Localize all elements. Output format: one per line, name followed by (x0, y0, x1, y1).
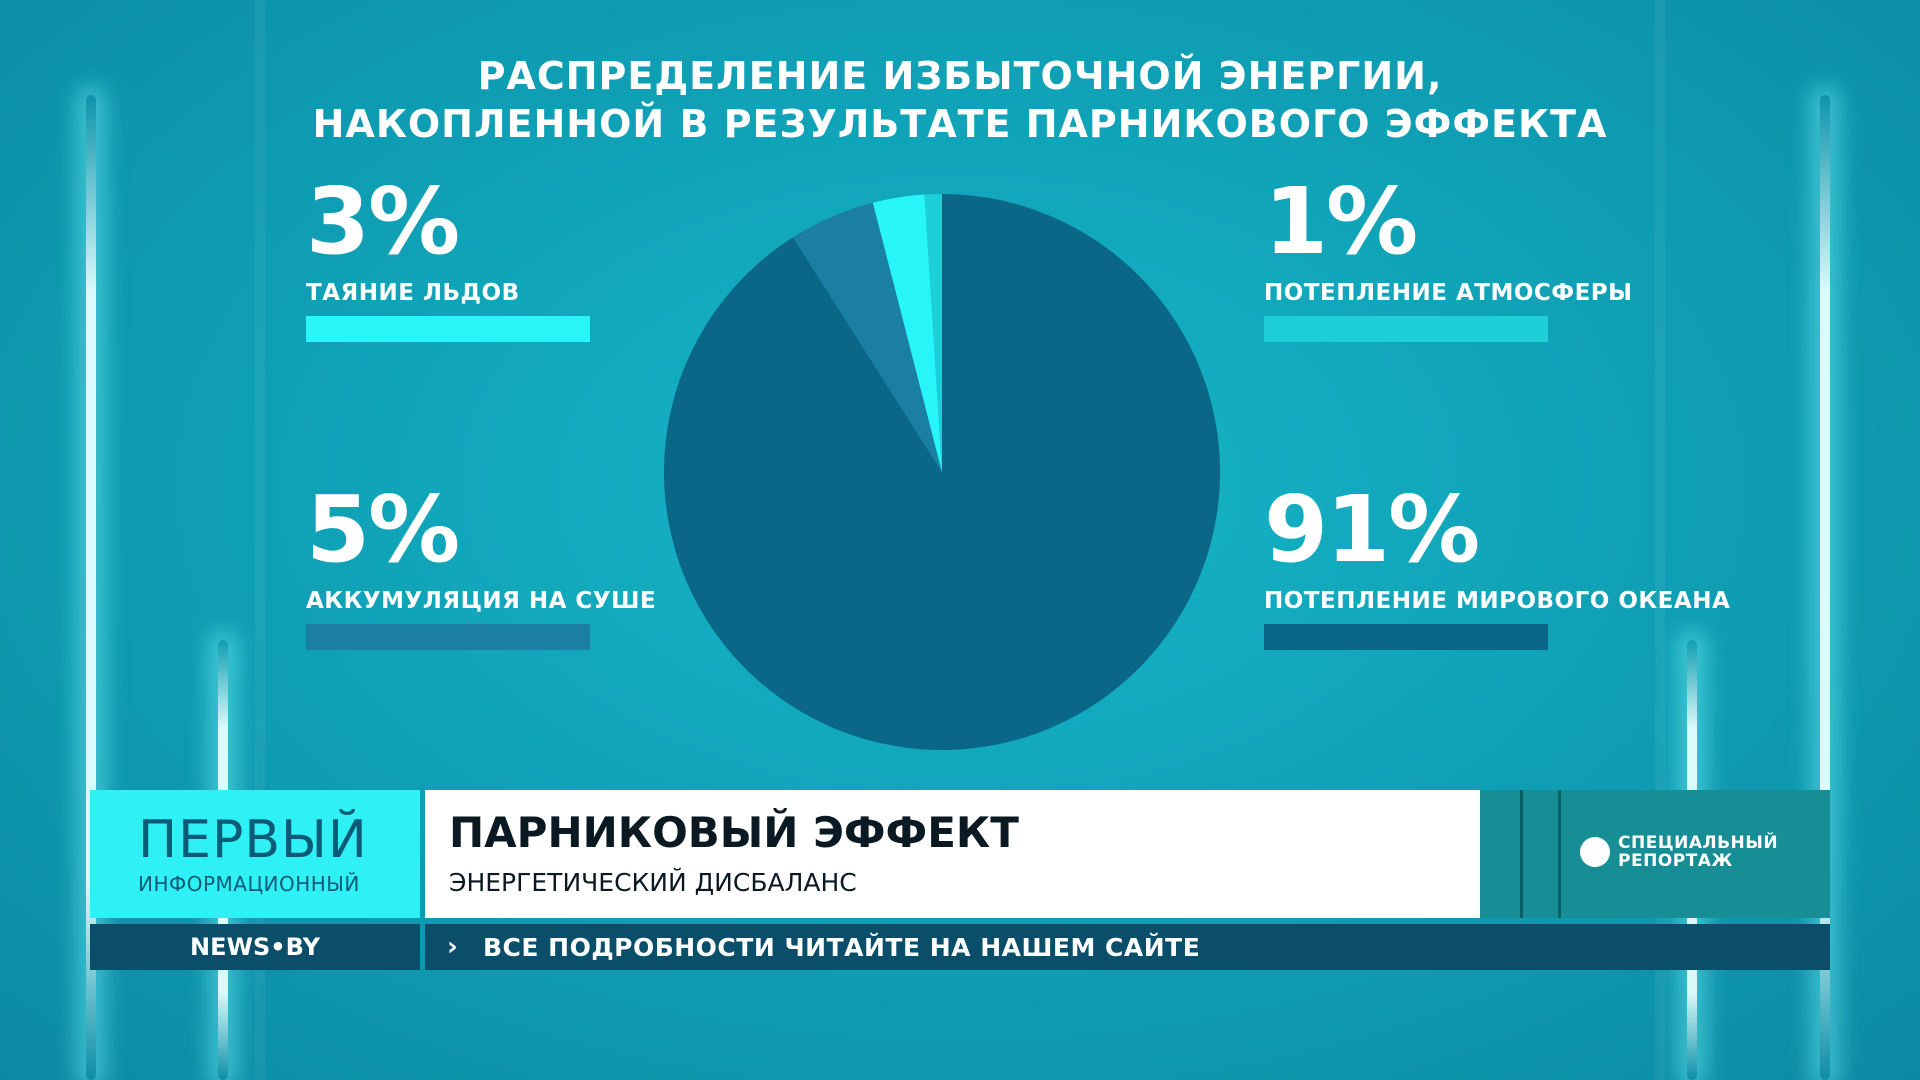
badge-line-2: РЕПОРТАЖ (1618, 851, 1733, 871)
badge-panel: СПЕЦИАЛЬНЫЙ РЕПОРТАЖ (1480, 790, 1830, 918)
badge-stripe-2 (1558, 790, 1561, 918)
chart-title-line-1: РАСПРЕДЕЛЕНИЕ ИЗБЫТОЧНОЙ ЭНЕРГИИ, (477, 54, 1443, 98)
chart-title-line-2: НАКОПЛЕННОЙ В РЕЗУЛЬТАТЕ ПАРНИКОВОГО ЭФФ… (312, 102, 1608, 146)
background-band-right (1655, 0, 1665, 1080)
legend-item-land: 5% АККУМУЛЯЦИЯ НА СУШЕ (306, 484, 656, 650)
channel-logo: ПЕРВЫЙ ИНФОРМАЦИОННЫЙ (90, 790, 420, 918)
record-dot-icon (1580, 837, 1610, 867)
legend-label-atmosphere: ПОТЕПЛЕНИЕ АТМОСФЕРЫ (1264, 280, 1633, 306)
ticker: › ВСЕ ПОДРОБНОСТИ ЧИТАЙТЕ НА НАШЕМ САЙТЕ (425, 924, 1830, 970)
legend-label-ocean: ПОТЕПЛЕНИЕ МИРОВОГО ОКЕАНА (1264, 588, 1731, 614)
legend-swatch-ocean (1264, 624, 1548, 650)
badge-line-1: СПЕЦИАЛЬНЫЙ (1618, 833, 1779, 853)
background-band-left (255, 0, 265, 1080)
pie-slice-land (793, 202, 942, 472)
headline-panel: ПАРНИКОВЫЙ ЭФФЕКТ ЭНЕРГЕТИЧЕСКИЙ ДИСБАЛА… (425, 790, 1480, 918)
channel-logo-main: ПЕРВЫЙ (138, 810, 368, 870)
legend-pct-land: 5% (306, 476, 460, 583)
legend-item-ice: 3% ТАЯНИЕ ЛЬДОВ (306, 176, 590, 342)
pie-slice-atmosphere (924, 194, 942, 472)
ticker-text: ВСЕ ПОДРОБНОСТИ ЧИТАЙТЕ НА НАШЕМ САЙТЕ (483, 933, 1201, 962)
subheadline: ЭНЕРГЕТИЧЕСКИЙ ДИСБАЛАНС (449, 868, 857, 897)
legend-pct-ocean: 91% (1264, 476, 1480, 583)
headline: ПАРНИКОВЫЙ ЭФФЕКТ (449, 808, 1019, 857)
site-name: NEWS•BY (190, 933, 320, 961)
legend-swatch-land (306, 624, 590, 650)
legend-swatch-ice (306, 316, 590, 342)
legend-item-atmosphere: 1% ПОТЕПЛЕНИЕ АТМОСФЕРЫ (1264, 176, 1633, 342)
light-tube-left-1 (86, 95, 96, 1080)
chevron-right-icon: › (447, 932, 458, 962)
legend-pct-atmosphere: 1% (1264, 168, 1418, 275)
chart-title: РАСПРЕДЕЛЕНИЕ ИЗБЫТОЧНОЙ ЭНЕРГИИ, НАКОПЛ… (0, 52, 1920, 148)
legend-item-ocean: 91% ПОТЕПЛЕНИЕ МИРОВОГО ОКЕАНА (1264, 484, 1730, 650)
light-tube-right-1 (1820, 95, 1830, 1080)
special-report-badge: СПЕЦИАЛЬНЫЙ РЕПОРТАЖ (1580, 834, 1778, 870)
legend-swatch-atmosphere (1264, 316, 1548, 342)
badge-stripe-1 (1520, 790, 1523, 918)
legend-label-ice: ТАЯНИЕ ЛЬДОВ (306, 280, 520, 306)
site-panel: NEWS•BY (90, 924, 420, 970)
pie-slice-ice (872, 194, 942, 472)
channel-logo-sub: ИНФОРМАЦИОННЫЙ (138, 872, 360, 896)
legend-pct-ice: 3% (306, 168, 460, 275)
legend-label-land: АККУМУЛЯЦИЯ НА СУШЕ (306, 588, 657, 614)
